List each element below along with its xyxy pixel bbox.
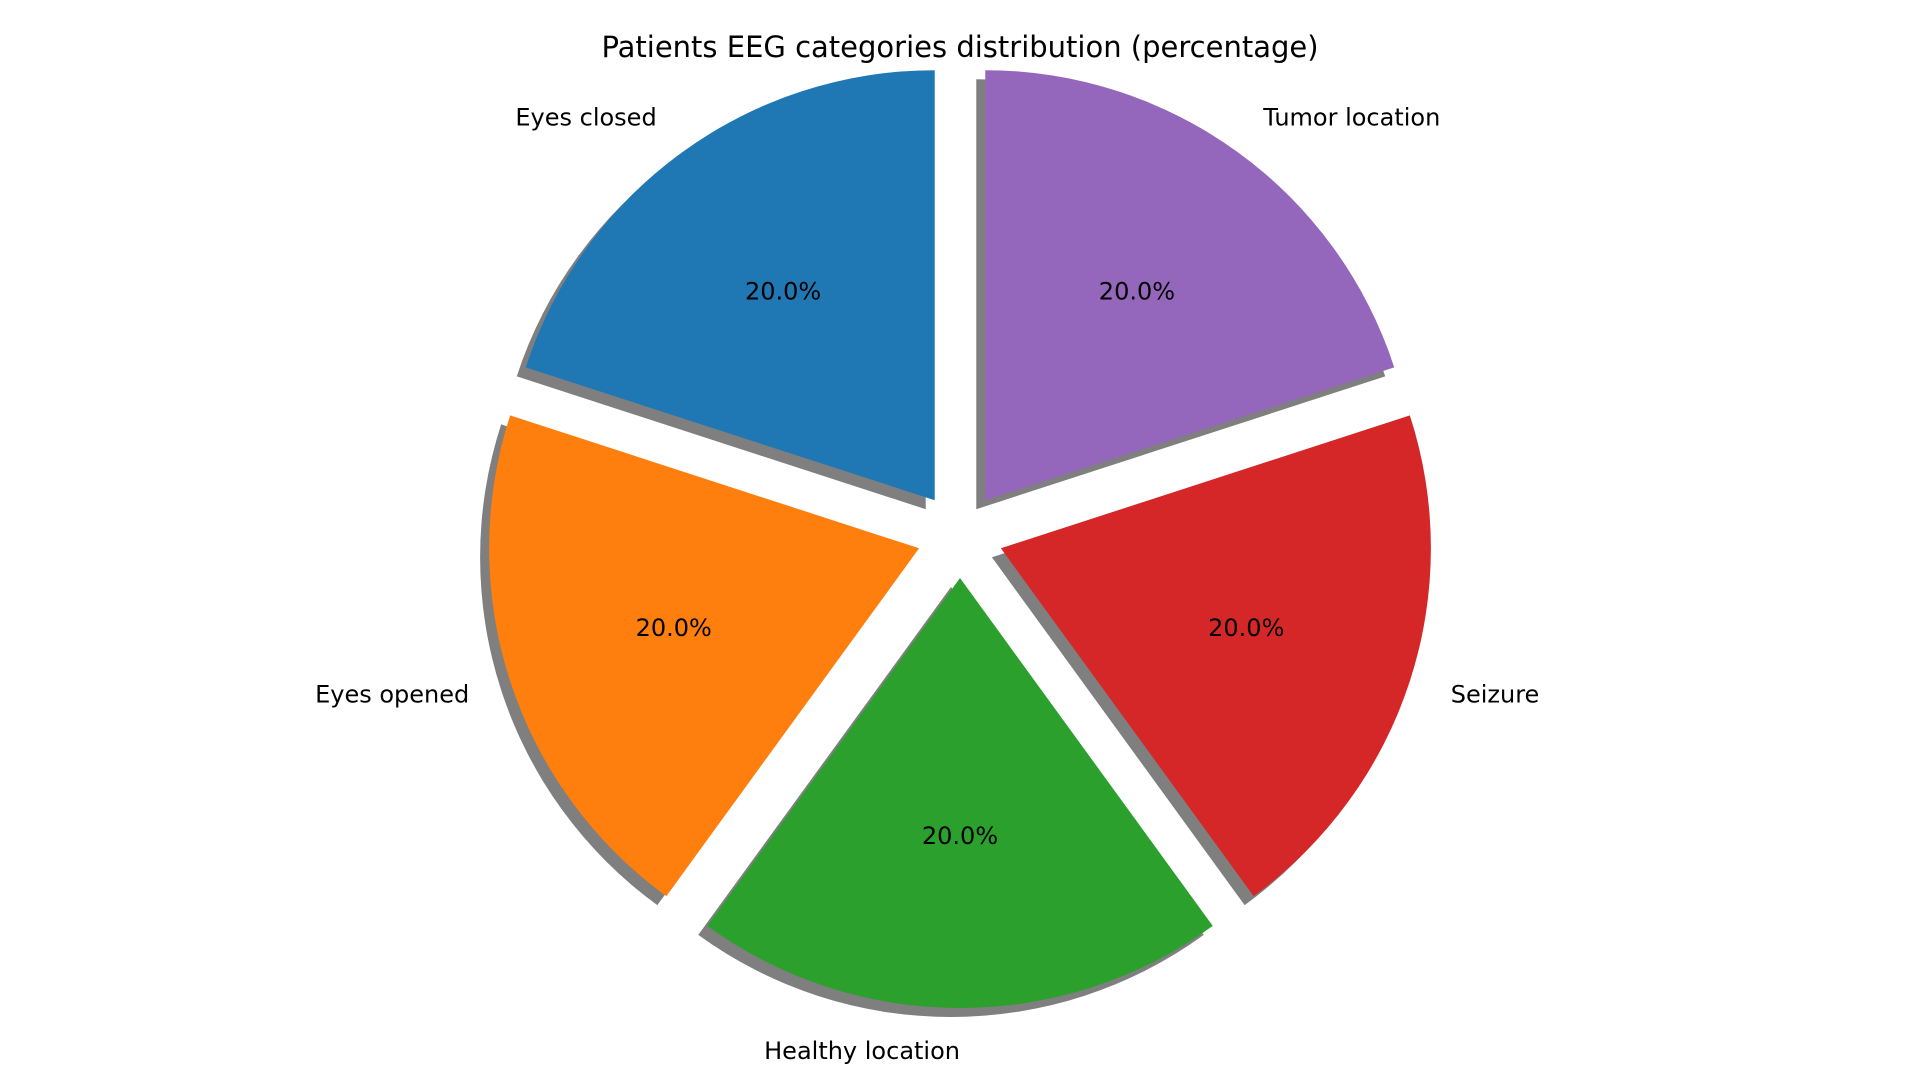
slice-label-eyes-opened: Eyes opened xyxy=(315,680,469,708)
pie-slice-healthy-location xyxy=(707,578,1213,1008)
slice-label-seizure: Seizure xyxy=(1451,680,1540,708)
slice-label-tumor-location: Tumor location xyxy=(1262,104,1440,132)
slice-label-healthy-location: Healthy location xyxy=(764,1037,960,1065)
pie-slices xyxy=(489,70,1431,1008)
pie-slice-eyes-closed xyxy=(525,70,935,501)
slice-labels: 20.0% Eyes closed 20.0% Eyes opened 20.0% Hea… xyxy=(315,104,1539,1065)
pct-label-eyes-opened: 20.0% xyxy=(636,614,712,642)
pie-slice-seizure xyxy=(1000,415,1431,897)
pct-label-healthy-location: 20.0% xyxy=(922,822,998,850)
pct-label-tumor-location: 20.0% xyxy=(1099,277,1175,305)
pie-slice-eyes-opened xyxy=(489,415,920,897)
pct-label-seizure: 20.0% xyxy=(1208,614,1284,642)
slice-label-eyes-closed: Eyes closed xyxy=(515,104,656,132)
chart-title: Patients EEG categories distribution (pe… xyxy=(601,30,1318,64)
pie-slice-tumor-location xyxy=(985,70,1395,501)
pct-label-eyes-closed: 20.0% xyxy=(745,277,821,305)
